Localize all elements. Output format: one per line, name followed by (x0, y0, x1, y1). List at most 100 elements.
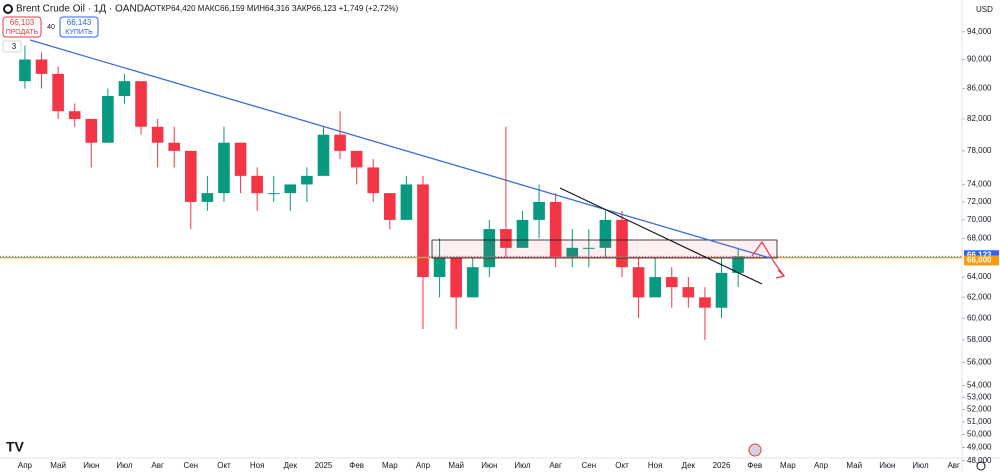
candle-body (699, 297, 711, 308)
candle-body (284, 184, 297, 194)
y-tick-label: 50,000 (967, 430, 992, 439)
candle-body (52, 73, 64, 112)
tv-logo: TV (6, 439, 25, 455)
y-tick-label: 72,000 (967, 197, 992, 206)
price-badge (964, 250, 999, 261)
currency: USD (976, 5, 993, 14)
candle-body (184, 150, 197, 202)
x-tick-label: Июл (514, 461, 531, 470)
candle-body (118, 81, 131, 97)
candle-body (632, 267, 645, 298)
y-tick-label: 60,000 (967, 313, 992, 322)
y-tick-label: 68,000 (967, 234, 992, 243)
y-tick-label: 90,000 (967, 55, 992, 64)
x-tick-label: Окт (217, 461, 231, 470)
candle-body (234, 142, 247, 176)
x-tick-label: Авг (947, 461, 960, 470)
buy-label: КУПИТЬ (65, 29, 93, 36)
candle-body (218, 142, 230, 194)
x-tick-label: 2025 (315, 461, 333, 470)
arrow-head (775, 269, 786, 279)
candle-body (68, 111, 81, 119)
candle-body (599, 219, 612, 248)
candle-body (102, 96, 114, 143)
price-badge (964, 255, 999, 266)
candle-body (350, 150, 363, 168)
x-tick-label: Окт (615, 461, 629, 470)
x-tick-label: Ноя (250, 461, 265, 470)
candle-body (533, 201, 545, 220)
ohlc: ОТКР64,420 МАКС66,159 МИН64,316 ЗАКР66,1… (150, 4, 399, 13)
x-tick-label: Май (846, 461, 862, 470)
candle-body (317, 134, 330, 176)
y-tick-label: 58,000 (967, 335, 992, 344)
candle-body (583, 247, 595, 249)
y-tick-label: 82,000 (967, 114, 992, 123)
trendline (559, 187, 763, 285)
candle-body (384, 193, 396, 220)
buy-button[interactable] (59, 16, 99, 38)
sell-label: ПРОДАТЬ (6, 29, 39, 36)
candle-body (433, 257, 446, 278)
x-tick-label: Мар (780, 461, 796, 470)
candle-body (301, 175, 313, 185)
candle-body (201, 193, 214, 202)
x-tick-label: Фев (747, 461, 762, 470)
spread: 40 (47, 24, 55, 31)
event-icon[interactable] (748, 443, 762, 457)
sell-button[interactable] (2, 16, 42, 38)
candle-body (500, 229, 512, 248)
forecast-arrow (751, 240, 785, 277)
candle-body (251, 175, 263, 194)
candle-body (85, 118, 98, 143)
plot (0, 31, 965, 462)
y-tick-label: 52,000 (967, 405, 992, 414)
x-tick-label: Май (448, 461, 464, 470)
candle-body (466, 267, 479, 298)
y-tick-label: 56,000 (967, 357, 992, 366)
price-badge-label: 66,000 (967, 256, 992, 265)
zone-rect (431, 239, 778, 259)
x-tick-label: Мар (382, 461, 398, 470)
symbol-title: Brent Crude Oil · 1Д · OANDA (16, 4, 151, 15)
x-tick-label: Апр (18, 461, 33, 470)
candle-body (334, 134, 346, 151)
candle-body (267, 193, 280, 195)
x-tick-label: Авг (151, 461, 164, 470)
y-tick-label: 48,000 (967, 456, 992, 465)
candle-body (616, 219, 628, 268)
y-tick-label: 64,000 (967, 272, 992, 281)
candle-body (566, 247, 579, 258)
candle-body (367, 167, 380, 194)
candle-body (649, 277, 661, 298)
candle-body (400, 184, 413, 220)
candle-body (35, 59, 48, 74)
x-tick-label: Сен (183, 461, 198, 470)
x-tick-label: Июн (83, 461, 99, 470)
y-tick-label: 62,000 (967, 292, 992, 301)
x-tick-label: Июн (481, 461, 497, 470)
y-tick-label: 94,000 (967, 27, 992, 36)
settings-icon[interactable] (976, 461, 986, 471)
x-tick-label: Апр (814, 461, 829, 470)
buy-price: 66,143 (67, 18, 92, 27)
trendline (29, 39, 771, 259)
symbol-icon (3, 4, 13, 14)
y-tick-label: 53,000 (967, 393, 992, 402)
candle-body (549, 201, 562, 258)
x-tick-label: Авг (549, 461, 562, 470)
y-tick-label: 78,000 (967, 146, 992, 155)
candle-body (483, 229, 496, 268)
x-tick-label: Фев (349, 461, 364, 470)
candle-body (417, 184, 429, 278)
y-tick-label: 70,000 (967, 215, 992, 224)
y-tick-label: 74,000 (967, 180, 992, 189)
indicators-toggle[interactable] (2, 40, 22, 53)
y-tick-label: 86,000 (967, 84, 992, 93)
x-tick-label: Июн (879, 461, 895, 470)
y-tick-label: 49,000 (967, 443, 992, 452)
candle-body (516, 219, 529, 248)
x-tick-label: Апр (416, 461, 431, 470)
